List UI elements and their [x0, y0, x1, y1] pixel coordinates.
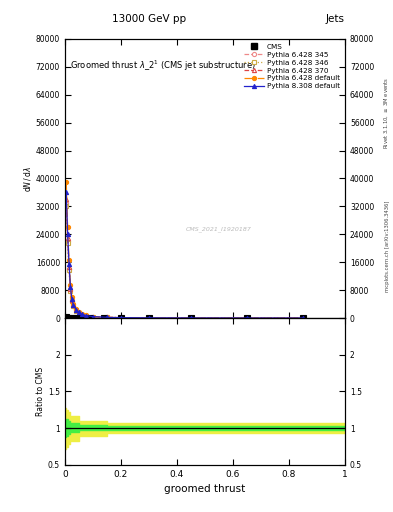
Text: Groomed thrust $\lambda\_2^1$ (CMS jet substructure): Groomed thrust $\lambda\_2^1$ (CMS jet s… [70, 58, 256, 73]
X-axis label: groomed thrust: groomed thrust [164, 484, 246, 494]
Text: 13000 GeV pp: 13000 GeV pp [112, 13, 186, 24]
Legend: CMS, Pythia 6.428 345, Pythia 6.428 346, Pythia 6.428 370, Pythia 6.428 default,: CMS, Pythia 6.428 345, Pythia 6.428 346,… [242, 42, 342, 91]
Text: CMS_2021_I1920187: CMS_2021_I1920187 [186, 226, 252, 231]
Y-axis label: Ratio to CMS: Ratio to CMS [36, 367, 45, 416]
Y-axis label: $\mathrm{d}N\,/\,\mathrm{d}\lambda$: $\mathrm{d}N\,/\,\mathrm{d}\lambda$ [22, 165, 33, 191]
Text: Jets: Jets [326, 13, 345, 24]
Text: mcplots.cern.ch [arXiv:1306.3436]: mcplots.cern.ch [arXiv:1306.3436] [385, 200, 390, 291]
Text: Rivet 3.1.10, $\geq$ 3M events: Rivet 3.1.10, $\geq$ 3M events [383, 76, 390, 149]
